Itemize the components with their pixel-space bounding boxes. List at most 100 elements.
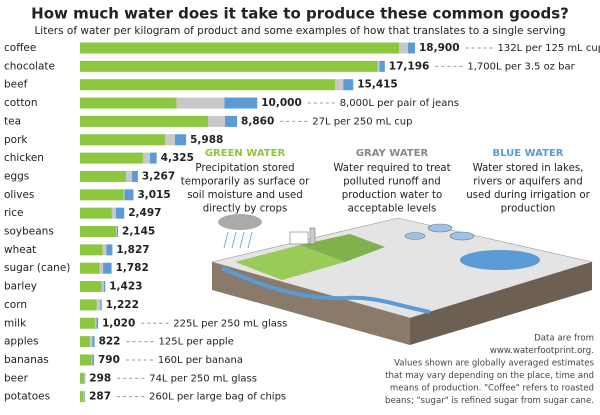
total-label: 1,020 (102, 317, 135, 329)
bar-segment (99, 262, 104, 274)
bar-segment (407, 42, 415, 54)
bar-segment (80, 299, 97, 311)
bar-segment (80, 281, 102, 293)
bar-segment (111, 207, 116, 219)
serving-note: 160L per banana (158, 355, 243, 366)
total-label: 1,222 (106, 299, 139, 311)
bar-segment (80, 391, 84, 403)
category-label: tea (4, 115, 21, 127)
bar-segment (207, 115, 225, 127)
total-label: 8,860 (241, 115, 274, 127)
bar-segment (91, 354, 93, 366)
bar-segment (80, 354, 92, 366)
category-label: apples (4, 336, 39, 348)
footnote: means of production. "Coffee" refers to … (390, 384, 594, 394)
total-label: 822 (99, 336, 121, 348)
legend-description: acceptable levels (348, 204, 437, 215)
serving-note: 132L per 125 mL cup (498, 43, 600, 54)
chart-title: How much water does it take to produce t… (31, 5, 569, 23)
category-label: rice (4, 207, 23, 219)
category-label: chicken (4, 152, 44, 164)
total-label: 790 (98, 354, 120, 366)
bar-segment (80, 244, 103, 256)
category-label: soybeans (4, 226, 54, 238)
bar-segment (150, 152, 157, 164)
serving-note: 125L per apple (158, 337, 233, 348)
bar-segment (80, 189, 124, 201)
total-label: 287 (89, 391, 111, 403)
legend-description: Precipitation stored (195, 163, 294, 174)
legend-description: production water to (342, 190, 442, 201)
bar-segment (80, 97, 177, 109)
bar-segment (124, 189, 134, 201)
bar-segment (95, 317, 97, 329)
bar-segment (80, 134, 166, 146)
bar-segment (83, 391, 85, 403)
legend-description: temporarily as surface or (181, 177, 310, 188)
bar-segment (399, 42, 408, 54)
bar-segment (176, 97, 225, 109)
serving-note: 1,700L per 3.5 oz bar (467, 61, 575, 72)
total-label: 3,267 (142, 170, 175, 182)
bar-segment (175, 134, 187, 146)
total-label: 17,196 (389, 60, 430, 72)
total-label: 1,782 (116, 262, 149, 274)
bar-segment (80, 60, 378, 72)
total-label: 15,415 (357, 79, 398, 91)
bar-segment (84, 372, 85, 384)
chart-subtitle: Liters of water per kilogram of product … (34, 25, 565, 37)
serving-note: 8,000L per pair of jeans (340, 98, 459, 109)
legend-description: polluted runoff and (343, 177, 441, 188)
total-label: 5,988 (190, 134, 223, 146)
bar-segment (80, 152, 143, 164)
legend-description: soil moisture and used (187, 190, 303, 201)
serving-note: 74L per 250 mL glass (149, 373, 257, 384)
footnote: Data are from (534, 334, 594, 344)
bar-segment (80, 336, 90, 348)
bar-segment (335, 79, 344, 91)
serving-note: 27L per 250 mL cup (312, 116, 412, 127)
category-label: wheat (4, 244, 36, 256)
category-label: corn (4, 299, 27, 311)
category-label: coffee (4, 42, 36, 54)
bar-segment (84, 391, 86, 403)
category-label: potatoes (4, 391, 50, 403)
category-label: bananas (4, 354, 49, 366)
category-label: sugar (cane) (4, 262, 70, 274)
category-label: eggs (4, 170, 29, 182)
bar-segment (80, 372, 85, 384)
total-label: 3,015 (137, 189, 170, 201)
total-label: 1,423 (109, 281, 142, 293)
bar-segment (102, 244, 107, 256)
bar-segment (80, 170, 127, 182)
serving-note: 260L per large bag of chips (149, 392, 286, 403)
legend-description: Water required to treat (333, 163, 450, 174)
category-label: beef (4, 79, 28, 91)
legend-title: GREEN WATER (205, 148, 286, 159)
bar-segment (377, 60, 380, 72)
bar-segment (103, 262, 112, 274)
bar-segment (103, 281, 106, 293)
total-label: 2,145 (122, 226, 155, 238)
bar-segment (101, 281, 104, 293)
bar-segment (142, 152, 151, 164)
total-label: 1,827 (116, 244, 149, 256)
footnote: Values shown are globally averaged estim… (394, 359, 594, 369)
total-label: 10,000 (261, 97, 302, 109)
bar-segment (80, 42, 400, 54)
bar-segment (165, 134, 176, 146)
bar-segment (80, 262, 100, 274)
footnote: that may vary depending on the place, ti… (385, 371, 594, 381)
legend-title: BLUE WATER (493, 148, 564, 159)
bar-segment (92, 336, 95, 348)
bar-segment (115, 207, 125, 219)
category-label: beer (4, 372, 29, 384)
bar-segment (80, 207, 112, 219)
category-label: barley (4, 281, 37, 293)
total-label: 4,325 (161, 152, 194, 164)
legend-description: production (501, 204, 556, 215)
bar-segment (131, 170, 138, 182)
category-label: milk (4, 317, 27, 329)
bar-segment (116, 226, 117, 237)
